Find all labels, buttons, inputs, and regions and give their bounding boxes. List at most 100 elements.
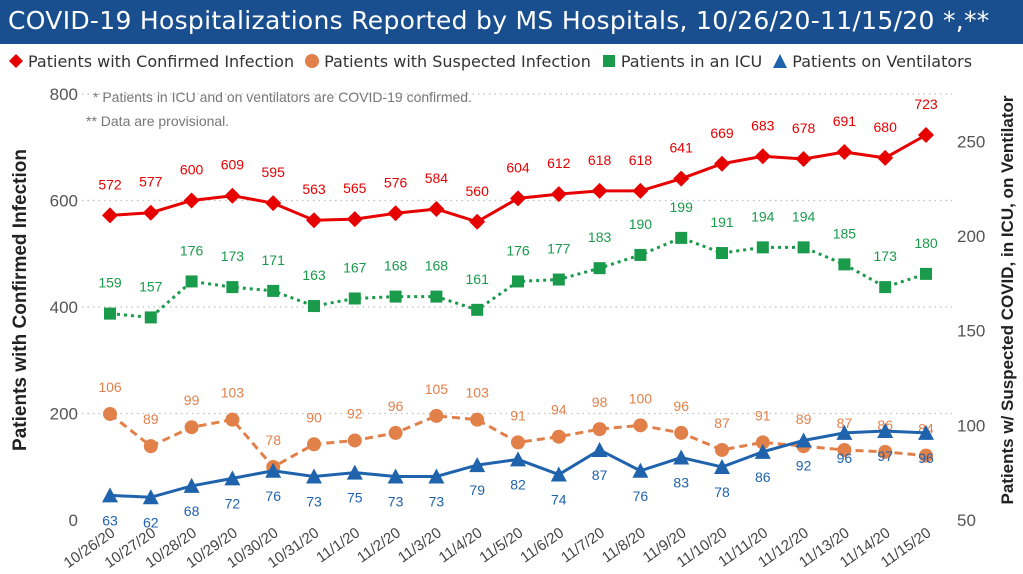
data-point-confirmed xyxy=(591,182,608,199)
data-point-icu xyxy=(552,273,565,286)
data-label-3: 79 xyxy=(469,482,485,498)
data-point-confirmed xyxy=(877,149,894,166)
data-point-suspected xyxy=(225,412,240,427)
data-label-3: 74 xyxy=(551,492,567,508)
data-label-0: 576 xyxy=(384,174,408,190)
data-label-1: 89 xyxy=(796,411,812,427)
data-point-icu xyxy=(185,275,198,288)
data-label-3: 68 xyxy=(184,503,200,519)
y-left-tick-label: 200 xyxy=(50,405,78,424)
data-point-confirmed xyxy=(428,201,445,218)
data-label-3: 86 xyxy=(755,469,771,485)
data-point-icu xyxy=(593,262,606,275)
data-point-confirmed xyxy=(754,148,771,165)
data-label-2: 168 xyxy=(425,258,449,274)
data-label-2: 176 xyxy=(180,242,204,258)
diamond-marker-icon xyxy=(9,54,23,68)
data-point-icu xyxy=(838,258,851,271)
data-point-icu xyxy=(920,267,932,280)
data-label-1: 87 xyxy=(714,415,730,431)
data-label-0: 595 xyxy=(262,164,286,180)
data-label-3: 78 xyxy=(714,484,730,500)
x-tick-label: 11/3/20 xyxy=(395,524,445,566)
data-point-confirmed xyxy=(918,127,934,144)
data-point-ventilators xyxy=(142,489,159,505)
data-point-icu xyxy=(675,231,688,244)
line-chart: 0 200 400 600 800 50 100 150 200 250 * Patients in… xyxy=(10,85,1017,572)
x-tick-label: 11/4/20 xyxy=(436,524,486,566)
legend-item-confirmed: Patients with Confirmed Infection xyxy=(8,52,294,71)
y-right-tick-label: 150 xyxy=(957,322,985,341)
data-label-0: 577 xyxy=(139,174,163,190)
data-label-1: 103 xyxy=(221,385,245,401)
data-label-0: 669 xyxy=(710,125,734,141)
data-label-0: 618 xyxy=(629,152,653,168)
data-label-2: 191 xyxy=(710,214,734,230)
square-marker-icon xyxy=(602,55,615,67)
data-point-suspected xyxy=(878,444,893,459)
y-right-tick-label: 250 xyxy=(957,132,985,151)
data-label-0: 723 xyxy=(914,96,938,112)
data-point-ventilators xyxy=(183,477,200,493)
data-point-ventilators xyxy=(346,464,363,480)
data-point-ventilators xyxy=(224,470,241,486)
data-label-2: 194 xyxy=(792,208,816,224)
data-label-3: 82 xyxy=(510,476,526,492)
data-label-3: 72 xyxy=(225,495,241,511)
legend-label-ventilators: Patients on Ventilators xyxy=(792,51,973,71)
data-point-confirmed xyxy=(224,187,241,204)
y-left-tick-label: 400 xyxy=(50,298,78,317)
data-label-0: 604 xyxy=(506,159,530,175)
data-label-1: 103 xyxy=(466,385,490,401)
y-right-axis-title: Patients w/ Suspected COVID, in ICU, on … xyxy=(998,95,1017,504)
data-point-suspected xyxy=(592,422,607,437)
legend-item-suspected: Patients with Suspected Infection xyxy=(304,52,591,71)
data-label-0: 563 xyxy=(302,181,326,197)
data-label-1: 96 xyxy=(673,398,689,414)
legend-item-icu: Patients in an ICU xyxy=(601,52,762,71)
data-label-0: 678 xyxy=(792,120,816,136)
data-point-ventilators xyxy=(795,432,812,448)
data-label-1: 89 xyxy=(143,411,159,427)
data-point-ventilators xyxy=(877,423,894,439)
data-point-confirmed xyxy=(632,182,649,199)
data-label-2: 168 xyxy=(384,258,408,274)
data-label-0: 565 xyxy=(343,180,367,196)
data-point-ventilators xyxy=(306,468,322,484)
data-label-1: 105 xyxy=(425,381,449,397)
data-point-icu xyxy=(104,307,116,320)
data-label-0: 612 xyxy=(547,155,571,171)
data-label-1: 91 xyxy=(510,407,526,423)
data-label-3: 75 xyxy=(347,490,363,506)
data-point-confirmed xyxy=(469,213,486,230)
data-point-confirmed xyxy=(550,186,567,203)
footnote-provisional: ** Data are provisional. xyxy=(86,113,229,129)
data-label-3: 63 xyxy=(102,512,118,528)
data-label-3: 83 xyxy=(673,475,689,491)
data-point-suspected xyxy=(388,425,403,440)
legend-label-icu: Patients in an ICU xyxy=(620,51,763,71)
data-point-suspected xyxy=(674,425,689,440)
data-label-2: 171 xyxy=(262,252,286,268)
y-left-tick-label: 600 xyxy=(50,192,78,211)
data-label-0: 560 xyxy=(466,183,490,199)
data-point-ventilators xyxy=(754,443,771,459)
data-point-icu xyxy=(716,247,728,260)
data-label-2: 176 xyxy=(506,242,530,258)
data-label-2: 177 xyxy=(547,241,571,257)
data-label-0: 609 xyxy=(221,157,245,173)
data-label-2: 163 xyxy=(302,267,326,283)
data-label-1: 99 xyxy=(184,392,200,408)
data-point-suspected xyxy=(551,429,566,444)
triangle-marker-icon xyxy=(773,54,788,68)
data-label-2: 161 xyxy=(466,271,490,287)
data-point-confirmed xyxy=(183,192,200,209)
data-label-2: 157 xyxy=(139,278,163,294)
data-label-3: 96 xyxy=(837,450,853,466)
data-point-suspected xyxy=(470,412,485,427)
data-point-icu xyxy=(634,248,647,261)
data-point-icu xyxy=(348,292,361,305)
data-label-3: 73 xyxy=(388,493,404,509)
data-point-suspected xyxy=(143,439,158,454)
data-label-3: 76 xyxy=(633,488,649,504)
